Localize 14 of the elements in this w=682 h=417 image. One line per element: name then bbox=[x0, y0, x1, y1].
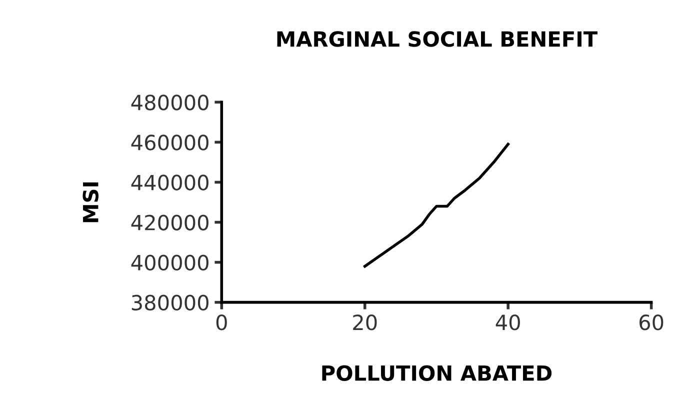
y-axis-title: MSI bbox=[82, 182, 98, 222]
y-tick-label: 460000 bbox=[131, 134, 208, 150]
y-tick-label: 380000 bbox=[132, 294, 208, 311]
x-tick-label: 0 bbox=[216, 314, 227, 330]
x-tick-label: 60 bbox=[640, 314, 664, 330]
chart-title: MARGINAL SOCIAL BENEFIT bbox=[277, 31, 598, 47]
y-tick-label: 420000 bbox=[131, 214, 208, 230]
x-tick-label: 40 bbox=[496, 314, 520, 330]
y-tick-label: 400000 bbox=[131, 254, 208, 271]
x-tick-label: 20 bbox=[353, 314, 377, 330]
y-tick-label: 480000 bbox=[131, 94, 208, 110]
y-tick-label: 440000 bbox=[131, 174, 208, 190]
line-series bbox=[363, 142, 510, 268]
x-axis-title: POLLUTION ABATED bbox=[322, 365, 552, 381]
